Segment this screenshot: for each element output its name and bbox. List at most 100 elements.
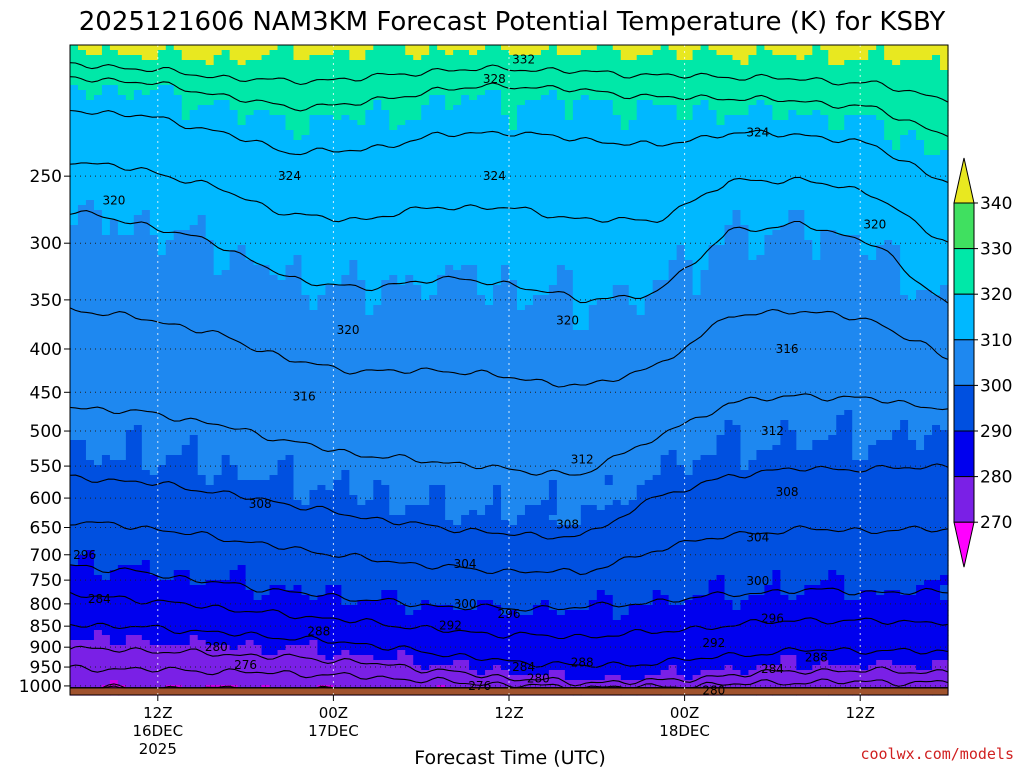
field-cell [293, 475, 342, 481]
field-cell [612, 600, 654, 606]
field-cell [101, 50, 119, 56]
x-tick-label: 12Z [143, 704, 172, 722]
field-cell [628, 285, 654, 291]
field-cell [900, 290, 917, 296]
field-cell [181, 95, 430, 101]
field-cell [109, 225, 119, 231]
field-cell [349, 480, 374, 486]
field-cell [564, 265, 670, 271]
field-cell [397, 655, 414, 661]
field-cell [341, 590, 382, 596]
field-cell [133, 90, 143, 96]
field-cell [261, 645, 287, 651]
field-cell [652, 290, 694, 296]
field-cell [453, 50, 470, 56]
field-cell [716, 440, 742, 446]
field-cell [540, 50, 558, 56]
field-cell [740, 440, 781, 446]
field-cell [70, 585, 247, 591]
x-tick-label: 2025 [139, 740, 177, 758]
field-cell [676, 105, 694, 111]
field-cell [221, 465, 239, 471]
field-cell [724, 430, 742, 436]
field-cell [740, 455, 758, 461]
field-cell [373, 45, 406, 51]
field-cell [70, 155, 949, 161]
field-cell [772, 575, 781, 581]
field-cell [764, 590, 781, 596]
field-cell [317, 300, 366, 306]
field-cell [149, 90, 175, 96]
y-tick-label: 450 [30, 383, 62, 403]
field-cell [157, 50, 183, 56]
field-cell [301, 270, 350, 276]
field-cell [668, 270, 694, 276]
field-cell [516, 280, 558, 286]
field-cell [349, 475, 606, 481]
colorbar-label: 330 [980, 240, 1012, 260]
field-cell [373, 305, 518, 311]
field-cell [692, 470, 949, 476]
field-cell [213, 255, 231, 261]
field-cell [556, 280, 574, 286]
field-cell [812, 240, 821, 246]
field-cell [70, 565, 95, 571]
contour-label: 312 [761, 424, 784, 438]
field-cell [213, 100, 231, 106]
field-cell [309, 595, 319, 601]
field-cell [413, 610, 502, 616]
field-cell [237, 115, 247, 121]
field-cell [405, 650, 949, 656]
field-cell [109, 570, 151, 576]
field-cell [373, 495, 390, 501]
field-cell [70, 450, 87, 456]
field-cell [548, 290, 574, 296]
contour-label: 308 [249, 497, 272, 511]
field-cell [429, 600, 478, 606]
field-cell [285, 275, 303, 281]
field-cell [524, 100, 566, 106]
field-cell [716, 110, 750, 116]
plot-fill [70, 45, 949, 696]
field-cell [477, 600, 494, 606]
field-cell [77, 85, 103, 91]
field-cell [445, 505, 486, 511]
field-cell [844, 590, 861, 596]
field-cell [509, 670, 550, 676]
field-cell [780, 435, 797, 441]
field-cell [740, 465, 750, 471]
field-cell [812, 45, 821, 51]
field-cell [477, 265, 502, 271]
colorbar-segment [953, 384, 975, 432]
field-cell [804, 55, 829, 61]
field-cell [445, 490, 494, 496]
field-cell [325, 285, 366, 291]
field-cell [756, 455, 853, 461]
field-cell [405, 120, 510, 126]
field-cell [365, 120, 390, 126]
contour-label: 280 [702, 683, 725, 697]
field-cell [764, 45, 813, 51]
plot-contours [69, 62, 949, 689]
field-cell [333, 480, 350, 486]
colorbar-extend-bottom [953, 521, 975, 568]
field-cell [437, 280, 478, 286]
field-cell [445, 265, 454, 271]
field-cell [213, 60, 239, 66]
field-cell [716, 115, 726, 121]
credit-text[interactable]: coolwx.com/models [860, 745, 1014, 763]
field-cell [229, 50, 271, 56]
field-cell [924, 140, 949, 146]
field-cell [341, 585, 710, 591]
field-cell [189, 440, 199, 446]
field-cell [70, 110, 183, 116]
field-cell [828, 570, 837, 576]
contour-label: 320 [556, 313, 579, 327]
field-cell [205, 235, 726, 241]
field-cell [70, 75, 949, 81]
plot-grid [70, 45, 948, 695]
field-cell [828, 575, 845, 581]
field-cell [876, 255, 901, 261]
field-cell [77, 45, 103, 51]
contour-label: 312 [571, 452, 594, 466]
